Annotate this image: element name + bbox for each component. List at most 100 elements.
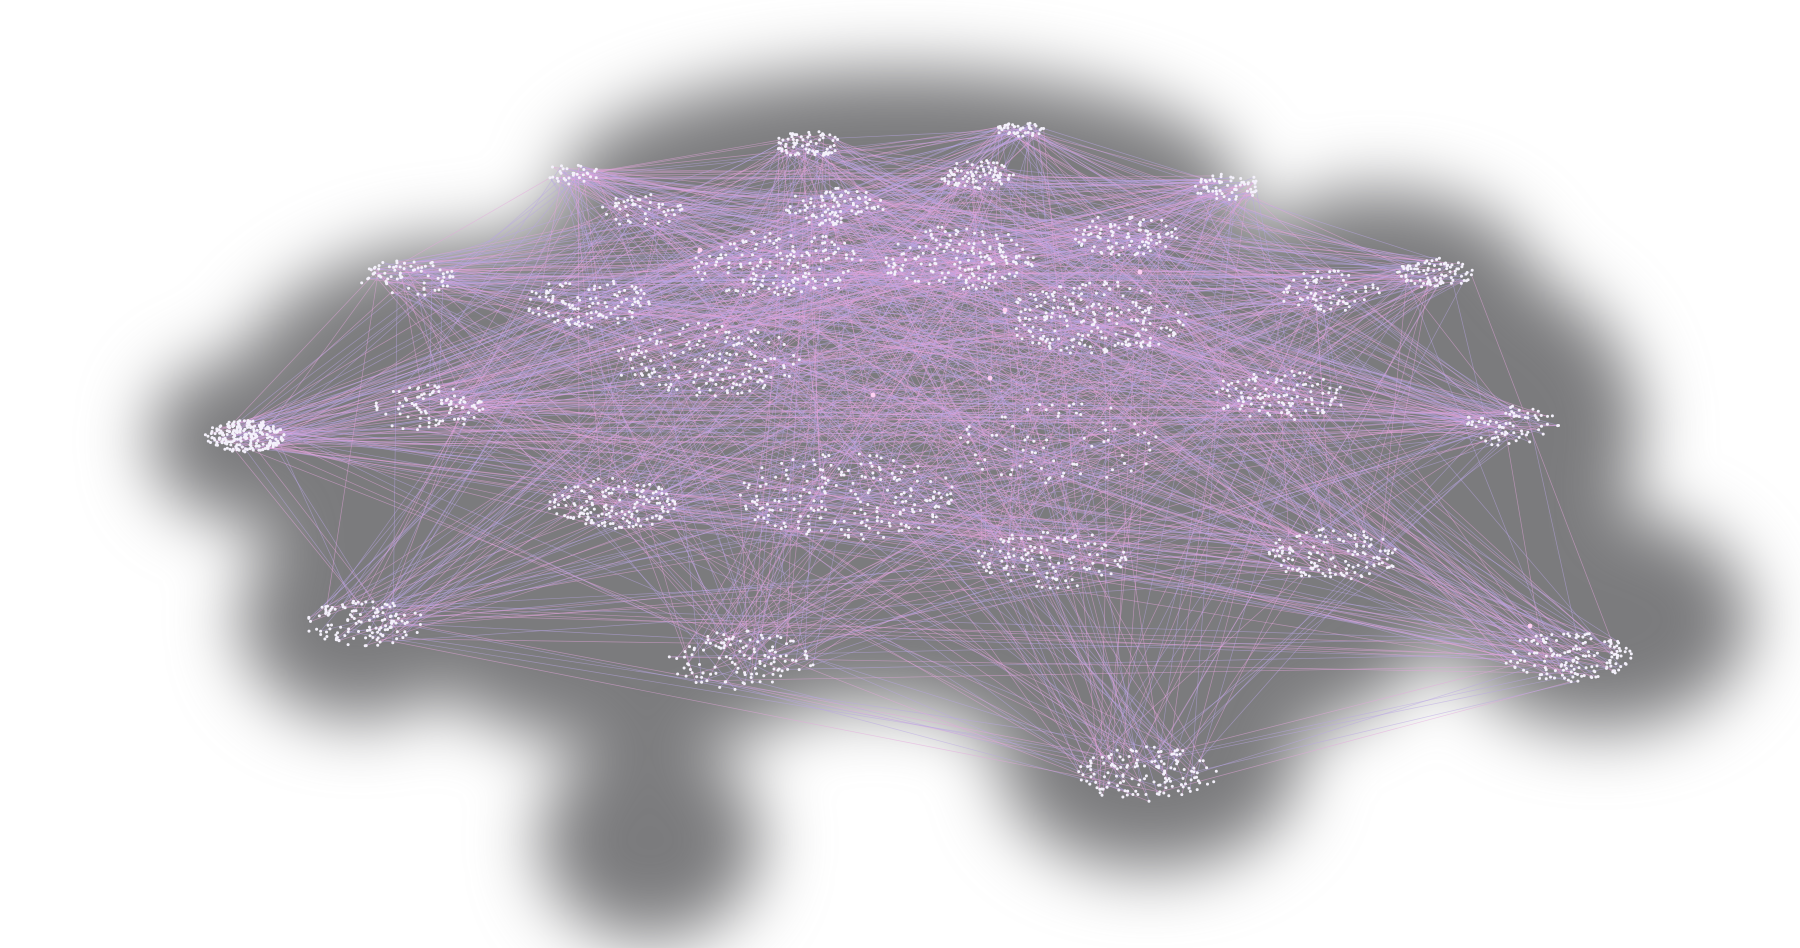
graph-node [741,646,745,650]
graph-node [775,253,779,257]
graph-node [987,565,991,569]
graph-node [1044,339,1048,343]
graph-node [1378,549,1382,553]
graph-edge [962,175,1213,180]
graph-node [1026,256,1030,260]
graph-node [942,249,946,253]
graph-node [1344,302,1348,305]
graph-node [572,502,576,506]
graph-node [1282,403,1286,406]
graph-node [1577,666,1581,670]
graph-node [228,426,231,430]
graph-node [787,293,791,297]
graph-node [812,458,816,462]
graph-node [1310,567,1314,571]
graph-node [864,195,868,199]
graph-node [1220,192,1224,196]
graph-node [994,281,998,285]
graph-node [419,410,423,414]
graph-node [585,312,589,316]
graph-node [1317,528,1321,532]
graph-node [1106,771,1110,775]
graph-node [1574,636,1578,640]
graph-node [998,549,1002,553]
graph-node [1182,768,1186,771]
graph-node [1268,413,1272,417]
graph-node [238,443,242,447]
graph-node [1362,534,1366,537]
graph-node [568,282,572,286]
graph-node [650,371,654,375]
graph-node [1157,232,1161,236]
graph-node [568,306,572,310]
graph-node [261,442,265,446]
graph-node [780,461,784,465]
graph-node [810,214,814,218]
graph-node [1077,294,1081,298]
graph-node [1021,247,1025,251]
graph-node [1333,396,1337,400]
graph-node [753,328,757,332]
graph-node [1581,654,1585,658]
graph-node [410,402,414,405]
graph-node [673,353,677,357]
graph-node [762,274,766,278]
graph-node [808,133,812,137]
graph-node [741,372,745,376]
graph-node [1377,562,1381,566]
graph-node [575,172,579,176]
graph-node [1136,251,1140,255]
graph-node [640,382,644,386]
graph-node [667,502,671,506]
graph-node [1025,568,1029,572]
graph-node [697,264,701,268]
graph-node [900,529,904,532]
graph-node [834,484,838,487]
graph-node [818,138,822,142]
graph-node [481,407,485,411]
graph-node [450,269,454,273]
graph-node [1456,261,1460,265]
graph-node [1234,188,1238,192]
graph-edge [549,198,860,503]
graph-node [1083,238,1087,242]
graph-node [722,633,726,637]
graph-node [1048,476,1052,480]
graph-edge [944,180,1237,197]
graph-node [742,481,746,485]
graph-node [694,256,698,260]
graph-node [816,486,820,490]
graph-edge [822,155,1035,442]
graph-node [1015,271,1019,275]
graph-node [1439,262,1443,266]
graph-node [893,272,897,276]
graph-node [976,166,980,170]
graph-node [1201,759,1205,763]
graph-node [1092,772,1096,776]
graph-node [1310,384,1314,388]
graph-edge [832,140,1157,767]
graph-node [955,162,959,165]
graph-edge [1102,345,1149,790]
graph-node [1589,675,1593,679]
graph-node [820,485,824,489]
graph-edge [568,177,943,180]
graph-node [1435,258,1439,262]
graph-node [1541,432,1545,436]
graph-node [671,499,675,503]
graph-node [357,630,360,633]
graph-edge [637,281,784,495]
graph-node [553,320,557,324]
graph-edge [348,562,980,633]
graph-node [736,392,740,395]
graph-node [770,680,774,684]
graph-node [954,181,958,185]
graph-node [1057,337,1061,341]
node-cluster-c11 [693,230,863,297]
graph-edge [441,258,915,283]
graph-node [821,453,825,457]
graph-node [610,505,614,509]
graph-node [1125,793,1129,797]
graph-node [1227,383,1231,387]
graph-node [1143,316,1147,320]
